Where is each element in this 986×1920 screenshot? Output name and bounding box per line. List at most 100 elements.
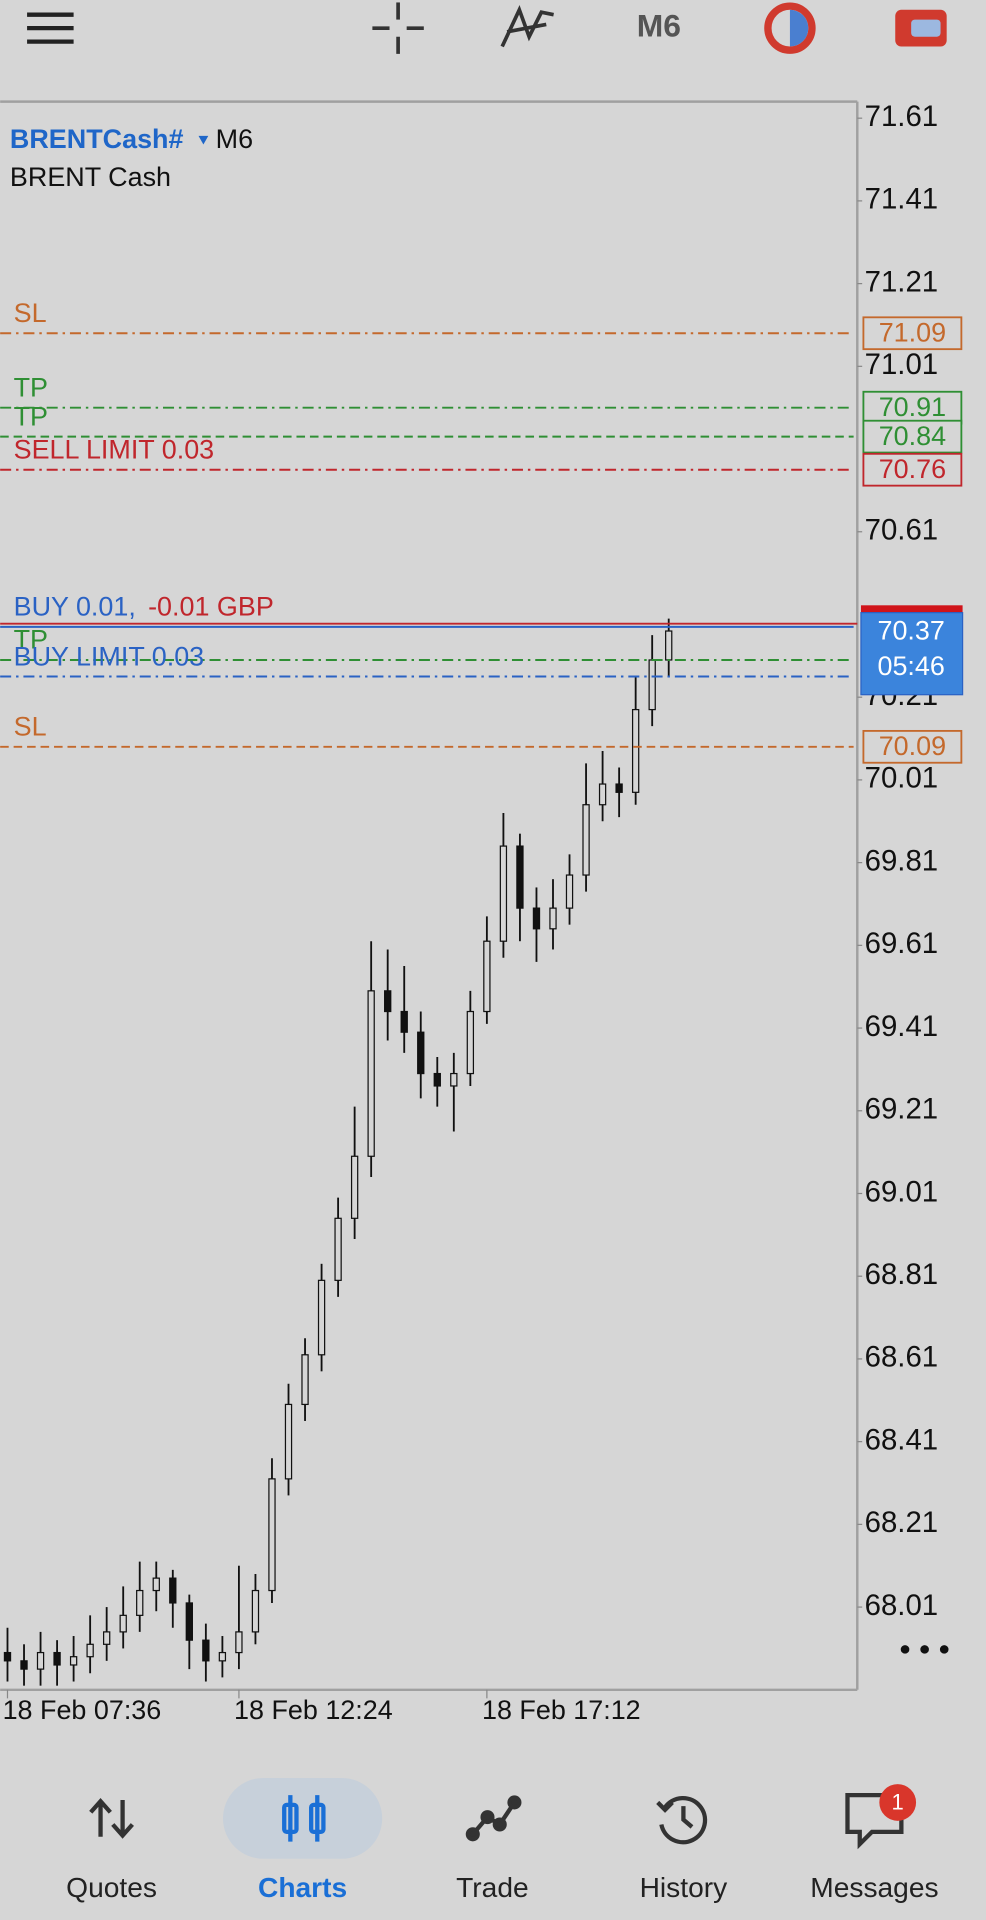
y-tick-label: 70.61 <box>865 514 939 547</box>
y-tick-label: 69.01 <box>865 1175 939 1208</box>
nav-label[interactable]: Trade <box>456 1872 529 1903</box>
current-price: 70.37 <box>877 615 944 645</box>
badge <box>879 1784 917 1821</box>
y-tick-label: 71.61 <box>865 100 939 133</box>
level-price-box <box>862 452 963 487</box>
candle-body <box>317 1279 326 1356</box>
nav-label[interactable]: Quotes <box>66 1872 157 1903</box>
candle-body <box>466 1010 475 1075</box>
candle-body <box>598 783 607 806</box>
candle-body <box>69 1656 78 1666</box>
candle-body <box>268 1478 276 1592</box>
candle-body <box>648 659 656 711</box>
nav-label[interactable]: Charts <box>258 1872 347 1903</box>
candle-body <box>185 1602 193 1641</box>
candle-body <box>235 1631 243 1654</box>
candle-body <box>301 1354 309 1406</box>
level-note: -0.01 GBP <box>148 592 274 622</box>
level-price: 71.09 <box>879 318 946 348</box>
y-tick-label: 68.81 <box>865 1258 939 1291</box>
y-tick-label: 69.61 <box>865 927 939 960</box>
candle-body <box>53 1651 61 1666</box>
chart-layer: 71.6171.4171.2171.0170.6170.2170.0169.81… <box>0 100 964 1725</box>
level-label: BUY LIMIT 0.03 <box>14 641 205 671</box>
nav-label[interactable]: History <box>640 1872 729 1903</box>
candle-body <box>334 1217 342 1281</box>
level-label: SL <box>14 712 47 742</box>
trade-icon <box>465 1795 522 1842</box>
candle-body <box>86 1643 94 1658</box>
y-tick-label: 68.61 <box>865 1341 939 1374</box>
candle-body <box>615 783 623 793</box>
account-button[interactable] <box>895 9 947 47</box>
trade-style-button[interactable] <box>764 2 816 54</box>
symbol[interactable]: BRENTCash# <box>10 124 184 154</box>
more-button[interactable] <box>900 1645 949 1654</box>
y-tick-label: 71.01 <box>865 348 939 381</box>
candle-body <box>400 1010 408 1033</box>
level-price-box <box>862 390 963 425</box>
level-label: TP <box>14 401 48 431</box>
level-label: TP <box>14 625 48 655</box>
quotes-icon <box>89 1797 134 1839</box>
candle-body <box>665 630 673 661</box>
charts-icon <box>282 1795 326 1842</box>
y-tick-label: 68.21 <box>865 1506 939 1539</box>
candle-body <box>532 907 541 930</box>
current-price-box <box>860 612 964 696</box>
candle-body <box>549 907 557 930</box>
candle-body <box>284 1403 293 1480</box>
candle-body <box>169 1577 177 1604</box>
symbol-dropdown[interactable] <box>198 135 209 145</box>
candle-body <box>499 845 508 942</box>
history-icon <box>656 1796 708 1845</box>
candle-body <box>367 990 375 1157</box>
candle-body <box>136 1589 144 1616</box>
y-tick-label: 69.41 <box>865 1010 939 1043</box>
candle-body <box>350 1155 359 1219</box>
candle-body <box>119 1614 127 1633</box>
timeframe-button[interactable]: M6 <box>637 8 681 44</box>
y-tick-label: 68.41 <box>865 1423 939 1456</box>
level-price: 70.91 <box>879 392 946 422</box>
badge-count: 1 <box>892 1790 904 1815</box>
y-tick-label: 70.01 <box>865 762 939 795</box>
nav-bar: Quotes Charts Trade History Messages <box>66 1872 938 1903</box>
level-label: SL <box>14 298 47 328</box>
y-tick-label: 68.01 <box>865 1589 939 1622</box>
y-tick-label: 71.41 <box>865 183 939 216</box>
candle-body <box>20 1660 28 1670</box>
candle-body <box>152 1577 160 1592</box>
x-tick-label: 18 Feb 07:36 <box>3 1695 162 1725</box>
candle-body <box>516 845 524 909</box>
candle-body <box>251 1589 260 1633</box>
level-price: 70.09 <box>879 731 946 761</box>
candle-body <box>3 1651 12 1662</box>
level-label: SELL LIMIT 0.03 <box>14 434 215 464</box>
crosshair-button[interactable] <box>372 2 424 54</box>
candle-body <box>202 1639 210 1662</box>
indicators-button[interactable] <box>500 5 554 48</box>
level-price-box <box>862 419 963 454</box>
menu-button[interactable] <box>27 12 74 44</box>
nav-label[interactable]: Messages <box>810 1872 938 1903</box>
level-label: TP <box>14 372 48 402</box>
chart-timeframe: M6 <box>216 124 253 154</box>
bid-marker <box>860 605 963 614</box>
y-tick-label: 69.81 <box>865 844 939 877</box>
candle-body <box>384 990 392 1013</box>
level-price-box <box>862 316 963 351</box>
candle-body <box>433 1072 441 1087</box>
candle-body <box>483 940 491 1013</box>
level-price: 70.84 <box>879 421 946 451</box>
candle-body <box>450 1072 458 1087</box>
level-price: 70.76 <box>879 454 946 484</box>
candle-body <box>582 804 590 876</box>
candle-body <box>218 1651 227 1662</box>
y-tick-label: 69.21 <box>865 1093 939 1126</box>
level-label: BUY 0.01, <box>14 592 136 622</box>
x-tick-label: 18 Feb 17:12 <box>482 1695 641 1725</box>
